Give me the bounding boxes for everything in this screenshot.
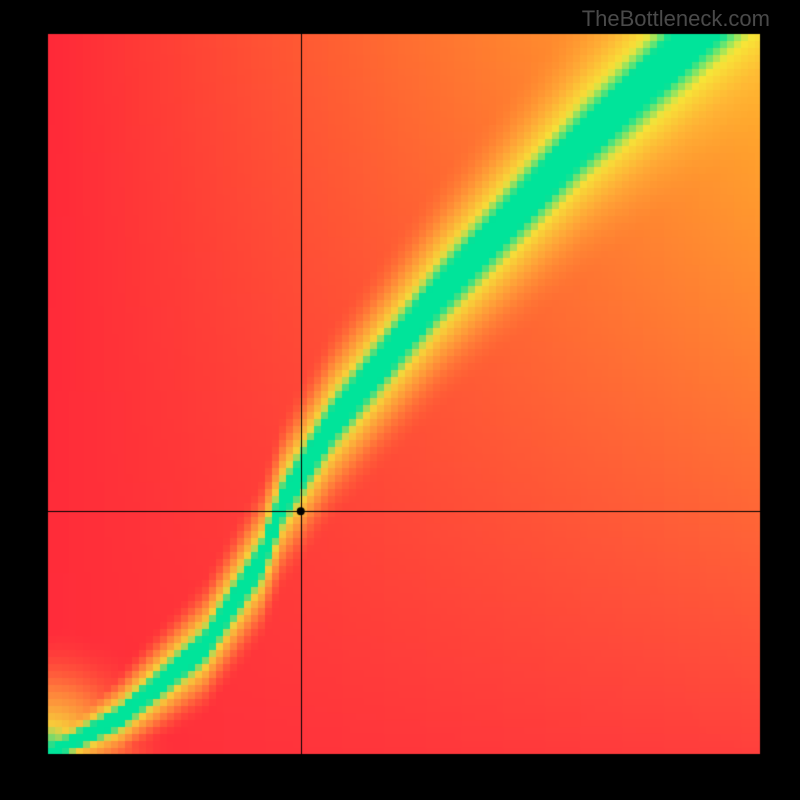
- chart-container: TheBottleneck.com: [0, 0, 800, 800]
- watermark-text: TheBottleneck.com: [582, 6, 770, 32]
- bottleneck-heatmap: [0, 0, 800, 800]
